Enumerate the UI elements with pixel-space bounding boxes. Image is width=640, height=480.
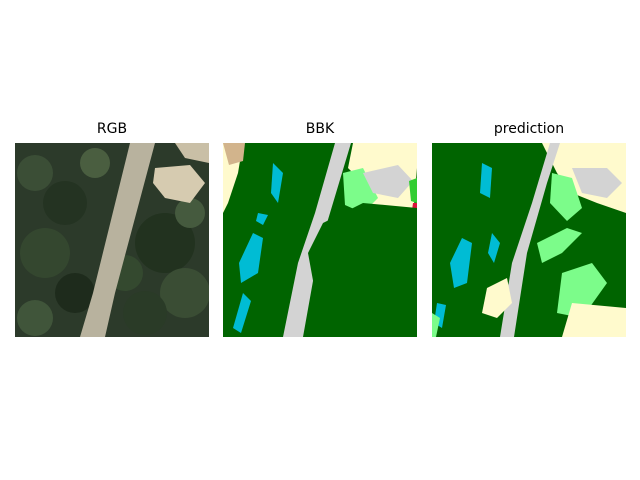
bbk-panel-title: BBK	[305, 121, 335, 137]
prediction-panel-title: prediction	[493, 121, 565, 137]
prediction-classification-map	[432, 143, 626, 337]
rgb-aerial-image	[15, 143, 209, 337]
bbk-classification-map	[223, 143, 417, 337]
rgb-panel-title: RGB	[96, 121, 128, 137]
